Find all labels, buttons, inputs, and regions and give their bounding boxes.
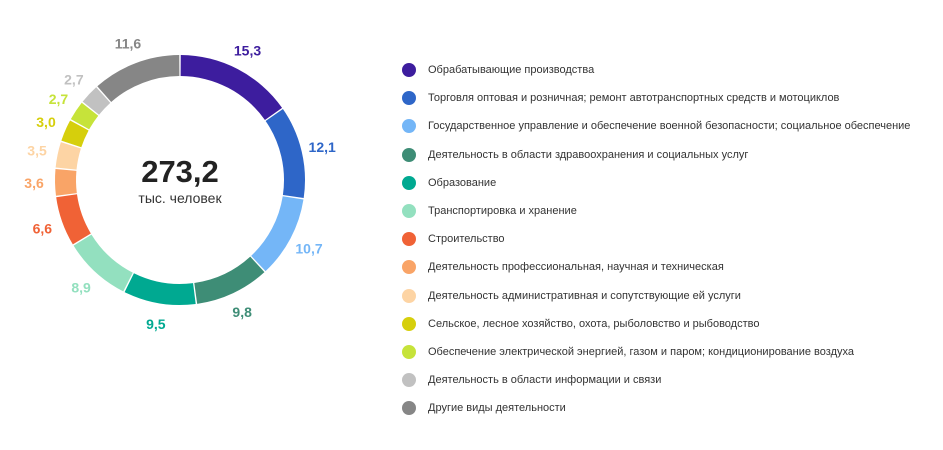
value-label-professional: 3,6 [24, 175, 44, 191]
donut-segment-energy [70, 102, 99, 130]
legend-marker [402, 147, 416, 162]
value-label-other: 11,6 [115, 36, 142, 52]
legend-item-trade: Торговля оптовая и розничная; ремонт авт… [402, 84, 932, 112]
value-label-manufacturing: 15,3 [234, 43, 261, 59]
legend-marker [402, 91, 416, 106]
legend-label: Образование [428, 176, 497, 189]
donut-segment-public-admin [251, 196, 304, 272]
donut-segment-administrative [55, 142, 81, 170]
legend-item-education: Образование [402, 169, 932, 197]
legend-label: Обрабатывающие производства [428, 64, 595, 77]
legend-marker [402, 288, 416, 303]
legend-label: Деятельность в области информации и связ… [428, 374, 662, 387]
legend-item-administrative: Деятельность административная и сопутств… [402, 282, 932, 310]
value-label-trade: 12,1 [309, 139, 336, 155]
value-label-energy: 2,7 [49, 91, 69, 107]
legend: Обрабатывающие производства Торговля опто… [402, 56, 932, 422]
value-label-administrative: 3,5 [27, 142, 47, 158]
legend-marker [402, 119, 416, 134]
value-label-education: 9,5 [146, 316, 166, 332]
legend-label: Обеспечение электрической энергией, газо… [428, 345, 854, 358]
legend-item-public-admin: Государственное управление и обеспечение… [402, 112, 932, 140]
legend-marker [402, 401, 416, 416]
legend-marker [402, 344, 416, 359]
legend-marker [402, 204, 416, 219]
donut-segment-education [124, 273, 196, 305]
legend-label: Сельское, лесное хозяйство, охота, рыбол… [428, 317, 760, 330]
donut-segment-construction [56, 194, 91, 245]
legend-item-manufacturing: Обрабатывающие производства [402, 56, 932, 84]
donut-segment-trade [265, 109, 305, 199]
value-labels: 15,3 12,1 10,7 9,8 9,5 8,9 6,6 3,6 3,5 3,0 2,7 2,7 1… [24, 36, 336, 332]
legend-label: Транспортировка и хранение [428, 205, 577, 218]
donut-segment-agriculture [61, 120, 89, 148]
legend-label: Деятельность административная и сопутств… [428, 289, 741, 302]
donut-segment-manufacturing [180, 55, 283, 120]
legend-item-construction: Строительство [402, 225, 932, 253]
legend-marker [402, 175, 416, 190]
legend-label: Торговля оптовая и розничная; ремонт авт… [428, 92, 840, 105]
donut-segments [55, 55, 305, 305]
value-label-it-communications: 2,7 [64, 72, 84, 88]
donut-segment-other [97, 55, 180, 103]
legend-marker [402, 63, 416, 78]
legend-item-professional: Деятельность профессиональная, научная и… [402, 253, 932, 281]
center-total: 273,2 [141, 154, 219, 189]
value-label-agriculture: 3,0 [36, 114, 56, 130]
legend-label: Деятельность в области здравоохранения и… [428, 148, 749, 161]
value-label-transport: 8,9 [71, 279, 91, 295]
legend-marker [402, 260, 416, 275]
legend-label: Другие виды деятельности [428, 402, 566, 415]
value-label-public-admin: 10,7 [295, 240, 322, 256]
donut-segment-professional [55, 168, 77, 196]
legend-marker [402, 316, 416, 331]
legend-marker [402, 232, 416, 247]
value-label-construction: 6,6 [33, 221, 53, 237]
donut-segment-healthcare [194, 256, 265, 304]
donut-chart: 15,3 12,1 10,7 9,8 9,5 8,9 6,6 3,6 3,5 3,0 2,7 2,7 1… [24, 36, 336, 332]
center-unit: тыс. человек [138, 190, 222, 206]
value-label-healthcare: 9,8 [232, 304, 252, 320]
legend-item-agriculture: Сельское, лесное хозяйство, охота, рыбол… [402, 310, 932, 338]
legend-label: Государственное управление и обеспечение… [428, 120, 911, 133]
legend-marker [402, 373, 416, 388]
legend-label: Деятельность профессиональная, научная и… [428, 261, 724, 274]
legend-item-other: Другие виды деятельности [402, 394, 932, 422]
donut-segment-transport [73, 234, 133, 292]
legend-item-healthcare: Деятельность в области здравоохранения и… [402, 141, 932, 169]
legend-item-transport: Транспортировка и хранение [402, 197, 932, 225]
legend-item-energy: Обеспечение электрической энергией, газо… [402, 338, 932, 366]
legend-item-it-communications: Деятельность в области информации и связ… [402, 366, 932, 394]
donut-segment-it-communications [82, 87, 111, 115]
legend-label: Строительство [428, 233, 505, 246]
